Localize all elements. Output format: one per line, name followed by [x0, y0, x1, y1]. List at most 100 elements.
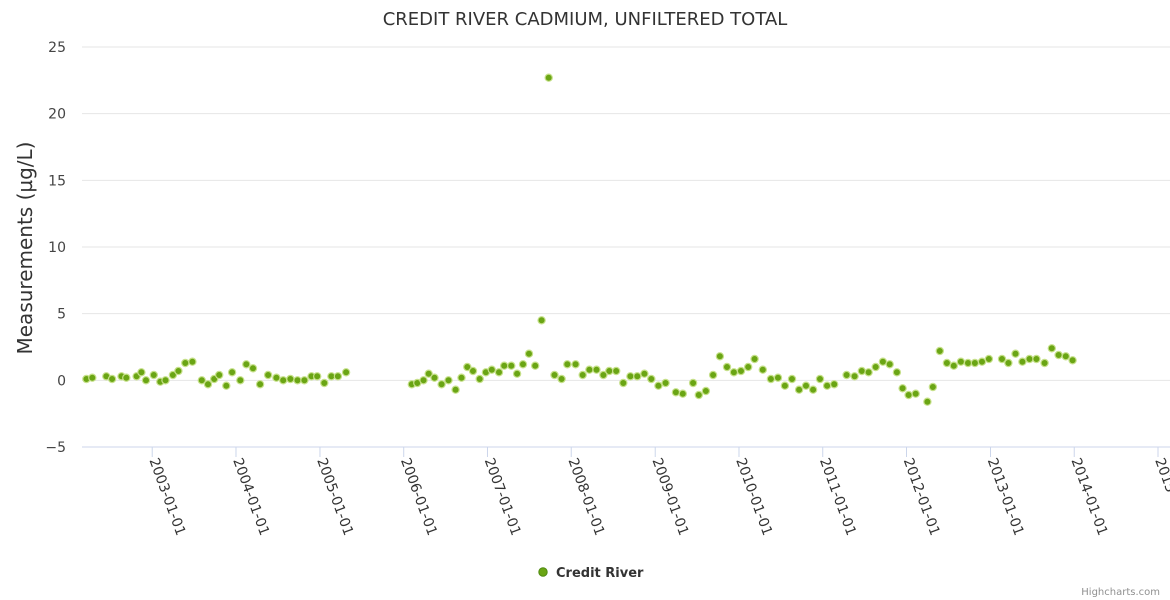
data-point[interactable] — [248, 364, 258, 373]
data-point[interactable] — [626, 372, 635, 381]
data-point[interactable] — [255, 380, 265, 389]
data-point[interactable] — [88, 373, 97, 382]
data-point[interactable] — [956, 357, 966, 366]
data-point[interactable] — [842, 370, 851, 380]
data-point[interactable] — [977, 357, 987, 366]
credits-link[interactable]: Highcharts.com — [1081, 587, 1160, 598]
data-point[interactable] — [1061, 352, 1071, 361]
data-point[interactable] — [605, 366, 614, 376]
data-point[interactable] — [500, 361, 509, 370]
data-point[interactable] — [694, 390, 704, 400]
data-point[interactable] — [815, 374, 825, 384]
data-point[interactable] — [197, 376, 206, 385]
data-point[interactable] — [1047, 344, 1057, 353]
data-point[interactable] — [647, 374, 656, 384]
data-point[interactable] — [437, 380, 446, 389]
data-point[interactable] — [122, 373, 131, 382]
data-point[interactable] — [313, 372, 322, 381]
data-point[interactable] — [830, 380, 839, 389]
data-point[interactable] — [904, 390, 913, 400]
data-point[interactable] — [424, 369, 433, 378]
data-point[interactable] — [537, 316, 546, 325]
data-point[interactable] — [544, 73, 553, 82]
data-point[interactable] — [715, 352, 725, 361]
data-point[interactable] — [928, 382, 938, 392]
data-point[interactable] — [578, 370, 587, 380]
data-point[interactable] — [487, 365, 496, 374]
data-point[interactable] — [736, 366, 746, 376]
data-point[interactable] — [286, 374, 295, 384]
data-point[interactable] — [227, 368, 237, 377]
data-point[interactable] — [857, 366, 867, 376]
data-point[interactable] — [214, 370, 224, 380]
data-point[interactable] — [599, 370, 608, 380]
data-point[interactable] — [563, 360, 572, 369]
data-point[interactable] — [468, 366, 478, 376]
data-point[interactable] — [942, 358, 952, 368]
data-point[interactable] — [1068, 356, 1077, 365]
data-point[interactable] — [512, 369, 522, 378]
data-point[interactable] — [188, 357, 197, 366]
data-point[interactable] — [272, 373, 281, 382]
data-point[interactable] — [161, 376, 170, 385]
data-point[interactable] — [949, 361, 959, 370]
data-point[interactable] — [750, 354, 759, 364]
data-point[interactable] — [585, 365, 594, 374]
data-point[interactable] — [1004, 358, 1013, 368]
data-point[interactable] — [801, 381, 811, 390]
data-point[interactable] — [222, 381, 231, 390]
data-point[interactable] — [963, 358, 973, 368]
data-point[interactable] — [475, 374, 484, 384]
data-point[interactable] — [333, 372, 343, 381]
data-point[interactable] — [341, 368, 351, 377]
data-point[interactable] — [722, 362, 732, 372]
data-point[interactable] — [708, 370, 718, 380]
data-point[interactable] — [1025, 354, 1034, 364]
data-point[interactable] — [203, 380, 213, 389]
data-point[interactable] — [633, 372, 642, 381]
data-point[interactable] — [773, 373, 783, 382]
data-point[interactable] — [107, 374, 117, 384]
data-point[interactable] — [531, 361, 540, 370]
data-point[interactable] — [494, 368, 504, 377]
data-point[interactable] — [701, 386, 711, 396]
data-point[interactable] — [661, 378, 670, 388]
data-point[interactable] — [592, 365, 601, 374]
data-point[interactable] — [550, 370, 559, 380]
data-point[interactable] — [850, 372, 859, 381]
data-point[interactable] — [507, 361, 516, 370]
data-point[interactable] — [300, 376, 309, 385]
data-point[interactable] — [923, 397, 932, 406]
data-point[interactable] — [729, 368, 739, 377]
data-point[interactable] — [766, 374, 776, 384]
data-point[interactable] — [997, 354, 1007, 364]
data-point[interactable] — [871, 362, 880, 372]
data-point[interactable] — [780, 381, 790, 390]
data-point[interactable] — [935, 346, 945, 356]
data-point[interactable] — [1032, 354, 1041, 364]
data-point[interactable] — [181, 358, 190, 368]
series-credit-river[interactable] — [82, 73, 1077, 406]
data-point[interactable] — [430, 373, 439, 382]
data-point[interactable] — [822, 381, 832, 390]
data-point[interactable] — [320, 378, 329, 388]
data-point[interactable] — [263, 370, 273, 380]
data-point[interactable] — [1018, 357, 1027, 366]
data-point[interactable] — [137, 368, 146, 377]
data-point[interactable] — [141, 376, 151, 385]
data-point[interactable] — [518, 360, 528, 369]
data-point[interactable] — [463, 362, 472, 372]
data-point[interactable] — [571, 360, 580, 369]
data-point[interactable] — [744, 362, 753, 372]
data-point[interactable] — [911, 389, 920, 398]
data-point[interactable] — [619, 378, 628, 388]
data-point[interactable] — [236, 376, 245, 385]
data-point[interactable] — [444, 376, 453, 385]
data-point[interactable] — [878, 357, 888, 366]
data-point[interactable] — [671, 388, 681, 397]
data-point[interactable] — [242, 360, 251, 369]
data-point[interactable] — [612, 366, 621, 376]
data-point[interactable] — [174, 366, 183, 376]
data-point[interactable] — [451, 385, 460, 394]
data-point[interactable] — [787, 374, 797, 384]
